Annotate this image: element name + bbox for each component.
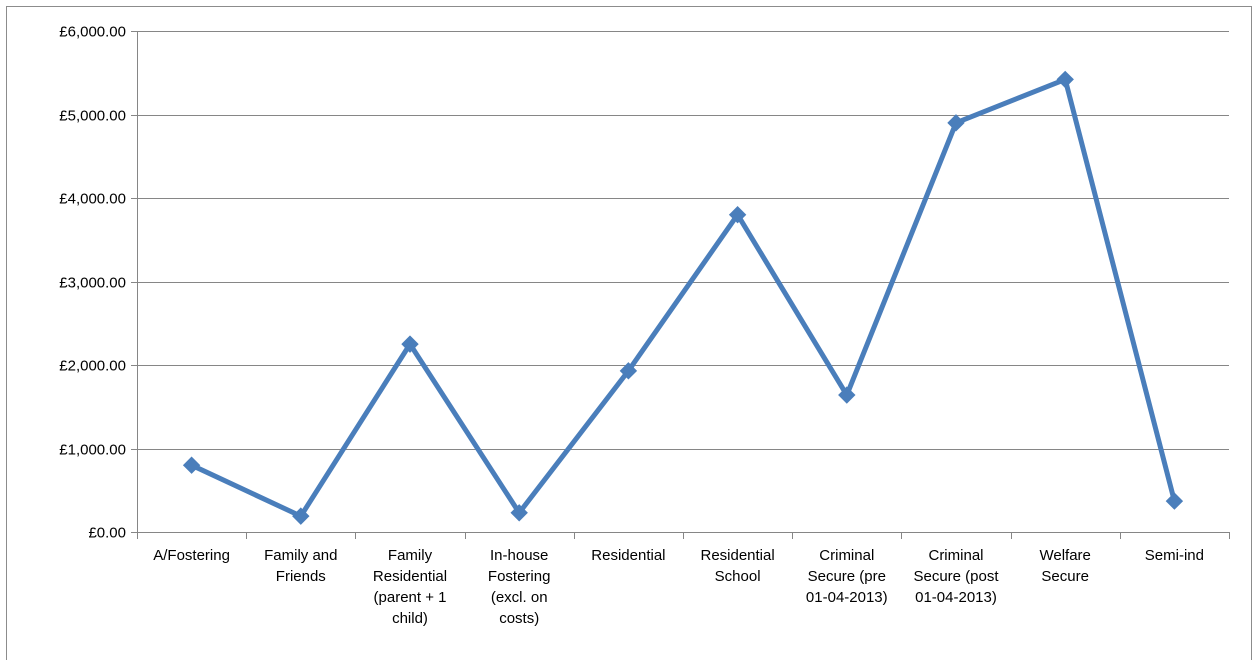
- data-point-marker: [619, 362, 638, 380]
- y-tick-label: £6,000.00: [59, 24, 126, 41]
- x-tick-label: Criminal Secure (post 01-04-2013): [913, 547, 999, 606]
- x-tick-label: Family and Friends: [264, 547, 337, 585]
- data-point-marker: [1056, 70, 1074, 89]
- x-tick-label: Welfare Secure: [1039, 547, 1090, 585]
- data-point-marker: [728, 205, 747, 224]
- y-tick-label: £3,000.00: [59, 275, 126, 292]
- x-tick-label: Criminal Secure (pre 01-04-2013): [806, 547, 888, 606]
- data-point-marker: [838, 386, 856, 404]
- y-tick-label: £5,000.00: [59, 108, 126, 125]
- data-point-marker: [1165, 492, 1184, 510]
- x-tick-label: Residential School: [700, 547, 774, 585]
- x-tick-label: Semi-ind: [1145, 547, 1204, 564]
- y-tick-label: £1,000.00: [59, 442, 126, 459]
- series-line: [189, 76, 1177, 519]
- data-point-marker: [510, 504, 528, 522]
- y-tick-label: £0.00: [88, 525, 126, 542]
- data-point-marker: [947, 114, 965, 132]
- x-tick-label: In-house Fostering (excl. on costs): [488, 547, 551, 627]
- data-point-marker: [401, 335, 419, 353]
- y-tick-label: £4,000.00: [59, 191, 126, 208]
- x-tick-label: Family Residential (parent + 1 child): [373, 547, 447, 627]
- y-tick-label: £2,000.00: [59, 358, 126, 375]
- x-tick-label: A/Fostering: [153, 547, 230, 564]
- x-tick-label: Residential: [591, 547, 665, 564]
- data-point-marker: [292, 507, 310, 525]
- data-point-marker: [182, 456, 201, 474]
